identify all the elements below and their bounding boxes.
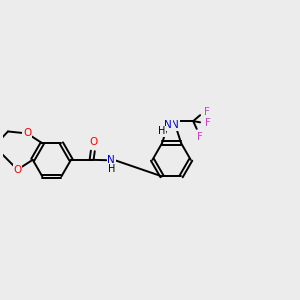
Text: O: O [23,128,31,138]
Text: H: H [158,126,165,136]
Text: F: F [196,132,202,142]
Text: N: N [164,120,172,130]
Text: O: O [89,137,98,147]
Text: F: F [205,118,211,128]
Text: H: H [107,164,115,174]
Text: N: N [171,120,179,130]
Text: N: N [107,155,115,165]
Text: F: F [204,107,210,117]
Text: O: O [14,165,22,175]
